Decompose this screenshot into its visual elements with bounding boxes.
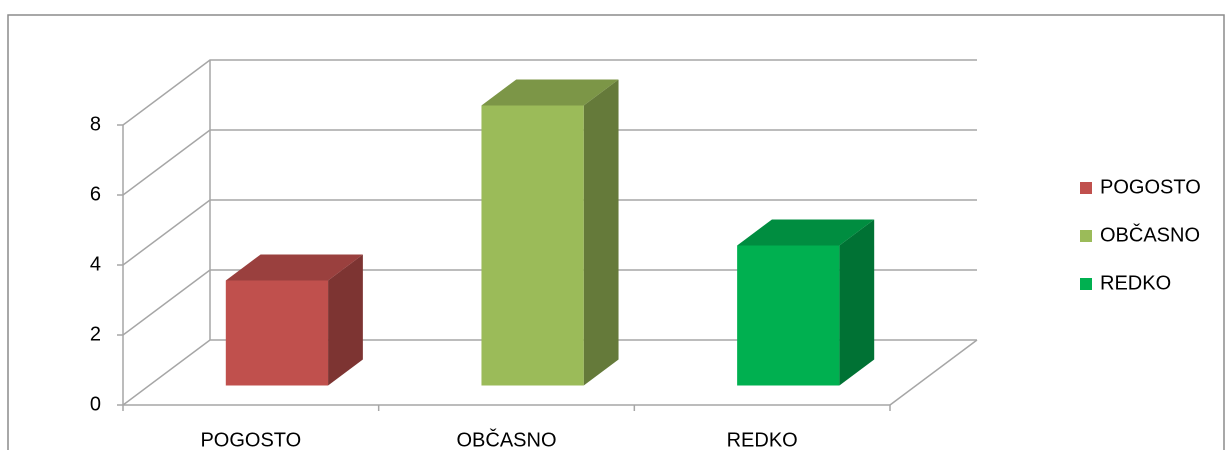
y-tick-label: 0 [90,393,101,415]
x-tick-label: POGOSTO [200,429,301,450]
legend-swatch [1080,230,1092,242]
bar [737,219,875,386]
floor-edge [889,339,978,406]
bar-front [225,280,329,386]
grid-line [122,339,977,406]
grid-line [122,269,977,336]
y-tick-label: 4 [90,253,101,275]
bar [481,79,619,386]
bar-top [737,219,875,246]
bar-top [481,79,619,106]
x-tick-label: REDKO [727,429,798,450]
y-tick-label: 6 [90,183,101,205]
legend-label: OBČASNO [1100,223,1200,246]
bar-front [737,245,840,386]
bar-front [481,105,584,386]
chart-frame [7,14,1225,450]
legend-label: POGOSTO [1100,176,1201,198]
y-tick-label: 8 [90,113,101,135]
legend-swatch [1080,278,1092,290]
y-tick-label: 2 [90,323,101,345]
legend-label: REDKO [1100,272,1171,294]
grid-line [122,59,977,126]
legend-swatch [1080,182,1092,194]
bar-side [839,219,875,386]
bar-side [583,79,619,386]
grid-line [122,199,977,266]
grid-line [122,129,977,196]
bar-top [225,254,363,281]
x-tick-label: OBČASNO [456,428,556,450]
bar [225,254,363,386]
bar-side [328,254,363,386]
